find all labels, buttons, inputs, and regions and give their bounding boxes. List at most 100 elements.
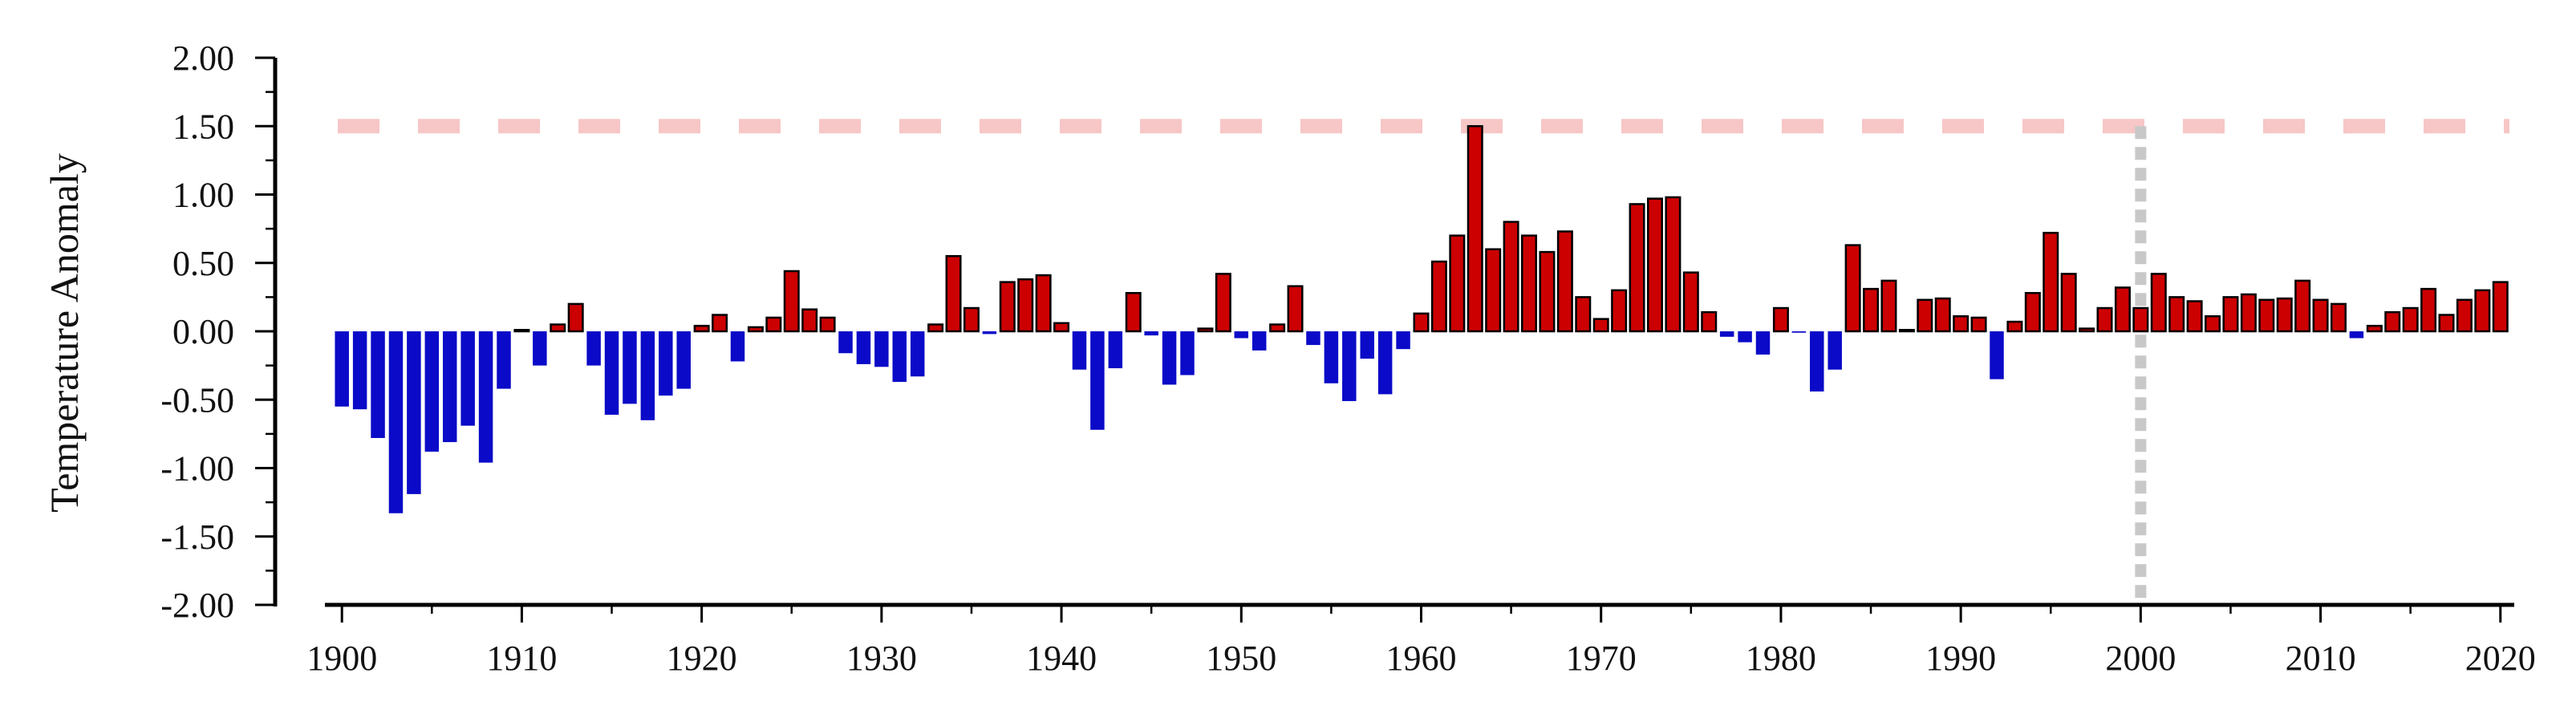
bar-1913	[567, 302, 584, 333]
y-tick-label: -0.50	[160, 380, 234, 420]
x-tick-label: 1960	[1386, 639, 1457, 678]
bar-1997	[2079, 327, 2095, 333]
bar-1972	[1629, 203, 1645, 333]
bar-1934	[945, 254, 962, 333]
bar-2013	[2366, 324, 2383, 333]
bar-1909	[497, 331, 511, 389]
bar-1999	[2114, 286, 2131, 333]
bar-2005	[2222, 296, 2239, 333]
x-tick-label: 1920	[667, 639, 737, 678]
bar-1920	[693, 324, 710, 333]
bar-1942	[1090, 331, 1105, 430]
bars	[335, 125, 2509, 513]
bar-1924	[765, 316, 782, 333]
bar-1929	[856, 331, 871, 364]
bar-1990	[1953, 314, 1970, 333]
bar-2000	[2132, 306, 2149, 333]
bar-1922	[730, 331, 745, 362]
bar-1966	[1521, 234, 1538, 333]
bar-1984	[1844, 244, 1861, 333]
bar-1954	[1306, 331, 1320, 346]
bar-1961	[1430, 260, 1447, 333]
bar-1958	[1377, 331, 1393, 395]
x-tick-label: 1910	[486, 639, 557, 678]
bar-2006	[2240, 293, 2257, 333]
bar-1971	[1611, 289, 1628, 333]
bar-2008	[2276, 297, 2293, 333]
bar-1989	[1934, 297, 1951, 333]
bar-2019	[2474, 289, 2491, 333]
bar-1939	[1035, 274, 1052, 333]
bar-1901	[352, 331, 367, 410]
bar-1998	[2096, 306, 2113, 333]
bar-1981	[1791, 331, 1807, 333]
bar-1932	[910, 331, 925, 377]
bar-1983	[1828, 331, 1842, 370]
x-tick-label: 2010	[2286, 639, 2356, 678]
bar-1963	[1466, 125, 1483, 333]
bar-1940	[1053, 322, 1070, 333]
bar-1977	[1719, 331, 1734, 337]
bar-1952	[1269, 323, 1286, 333]
bar-1962	[1449, 234, 1466, 333]
bar-1969	[1575, 296, 1592, 333]
bar-2017	[2438, 314, 2455, 333]
bar-1995	[2043, 231, 2059, 333]
bar-1927	[819, 316, 836, 333]
bar-1936	[982, 331, 997, 335]
bar-1915	[604, 331, 619, 416]
x-tick-label: 1940	[1026, 639, 1097, 678]
y-axis-title: Temperature Anomaly	[42, 153, 87, 513]
bar-2001	[2150, 273, 2167, 333]
bar-1960	[1413, 312, 1430, 333]
bar-1959	[1396, 331, 1410, 350]
bar-1957	[1360, 331, 1374, 359]
y-tick-label: -1.50	[160, 517, 234, 557]
bar-2004	[2205, 314, 2221, 333]
bar-1944	[1125, 292, 1142, 333]
bar-1996	[2060, 273, 2077, 333]
bar-1906	[442, 331, 457, 443]
bar-1931	[892, 331, 907, 383]
bar-1933	[927, 323, 944, 333]
bar-1941	[1072, 331, 1087, 370]
x-tick-label: 1990	[1925, 639, 1996, 678]
bar-1979	[1755, 331, 1771, 355]
bar-1930	[874, 331, 889, 367]
bar-2002	[2168, 296, 2185, 333]
bar-2010	[2312, 298, 2329, 333]
bar-1908	[478, 331, 493, 463]
bar-1967	[1539, 250, 1556, 333]
x-tick-label: 1900	[306, 639, 377, 678]
y-tick-label: 1.50	[172, 107, 234, 146]
y-tick-label: 2.00	[172, 39, 234, 78]
x-tick-label: 2000	[2105, 639, 2176, 678]
bar-1982	[1810, 331, 1824, 392]
bar-1945	[1144, 331, 1158, 336]
bar-1985	[1863, 287, 1880, 333]
bar-1937	[999, 281, 1016, 333]
bar-1925	[783, 270, 800, 333]
x-tick-label: 1980	[1746, 639, 1816, 678]
bar-1965	[1503, 221, 1519, 333]
bar-1903	[388, 331, 404, 513]
bar-2009	[2294, 279, 2311, 333]
bar-1921	[712, 314, 728, 333]
bar-2003	[2186, 300, 2203, 333]
bar-1973	[1646, 197, 1663, 333]
bar-1946	[1162, 331, 1177, 385]
bar-1938	[1017, 278, 1034, 333]
bar-1928	[838, 331, 853, 354]
bar-1986	[1880, 279, 1897, 333]
bar-1956	[1342, 331, 1357, 401]
bar-1943	[1108, 331, 1123, 369]
bar-1912	[550, 323, 566, 333]
bar-1905	[424, 331, 440, 452]
bar-2020	[2492, 281, 2509, 333]
bar-1975	[1682, 271, 1699, 333]
bar-1900	[335, 331, 349, 407]
bar-1950	[1234, 331, 1249, 339]
bar-1951	[1251, 331, 1267, 351]
